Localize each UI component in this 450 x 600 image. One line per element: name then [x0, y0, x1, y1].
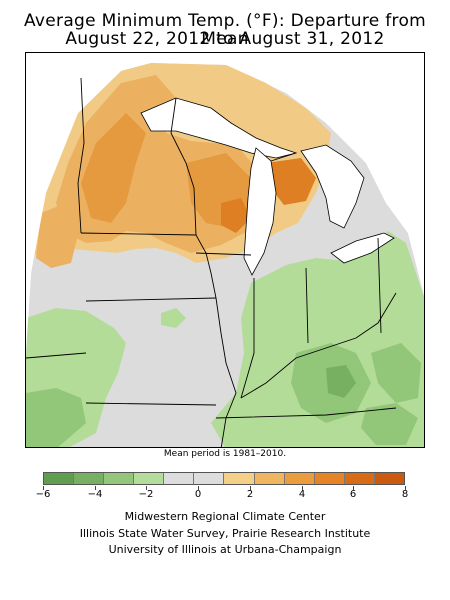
legend-swatch	[314, 473, 345, 484]
legend-tick-mark	[405, 486, 406, 490]
ky-tn-border	[215, 407, 397, 419]
cool-anomaly-west-core	[26, 388, 86, 447]
oh-pa-border	[377, 237, 382, 334]
legend-tick-mark	[302, 486, 303, 490]
legend-tick-label: −2	[138, 489, 154, 500]
warm-anomaly-core-mi	[266, 158, 316, 205]
legend-tick-label: 6	[349, 489, 357, 500]
warm-anomaly-core-mn	[81, 113, 146, 223]
legend-swatch	[194, 473, 225, 484]
legend-swatch	[164, 473, 195, 484]
lake-michigan	[243, 147, 277, 276]
mi-border	[270, 152, 297, 162]
ne-ks-border	[26, 352, 87, 359]
wi-il-border	[195, 252, 252, 256]
mississippi-river	[215, 297, 237, 447]
departure-map	[26, 53, 424, 447]
il-in-border	[240, 278, 255, 399]
legend-tick-label: −6	[35, 489, 51, 500]
mn-wi-border	[170, 97, 197, 236]
ohio-river	[240, 292, 397, 399]
lake-superior	[140, 97, 298, 159]
map-title-line1: Average Minimum Temp. (°F): Departure fr…	[23, 11, 426, 49]
legend-tick-label: −4	[87, 489, 103, 500]
legend-swatch	[374, 473, 404, 484]
legend-swatch	[44, 473, 75, 484]
cool-anomaly-east	[211, 231, 424, 447]
legend-tick-label: 8	[401, 489, 409, 500]
legend-color-bar	[43, 472, 405, 485]
cool-anomaly-mo-spot	[161, 308, 186, 328]
legend-tick-mark	[198, 486, 199, 490]
legend-tick-mark	[43, 486, 44, 490]
cool-anomaly-tn	[361, 403, 418, 445]
legend-tick-mark	[353, 486, 354, 490]
ia-mo-border	[85, 297, 217, 302]
cool-anomaly-wv	[371, 343, 421, 403]
cool-anomaly-ky-core	[326, 365, 356, 398]
lake-huron	[300, 144, 365, 229]
warm-anomaly-dakota	[36, 203, 81, 268]
legend-tick-label: 4	[298, 489, 306, 500]
credit-line-1: Midwestern Regional Climate Center	[124, 510, 326, 523]
credit-line-2: Illinois State Water Survey, Prairie Res…	[79, 527, 371, 540]
legend-swatch	[134, 473, 165, 484]
outside-domain-nw	[26, 53, 136, 353]
mn-ia-border	[80, 232, 197, 236]
legend-tick-label: 0	[194, 489, 202, 500]
legend-swatch	[104, 473, 135, 484]
map-frame	[25, 52, 425, 448]
legend-tick-mark	[95, 486, 96, 490]
legend-tick-label: 2	[246, 489, 254, 500]
legend-tick-mark	[250, 486, 251, 490]
legend-swatch	[254, 473, 285, 484]
state-boundaries	[26, 77, 397, 447]
mn-dakota-border	[77, 77, 85, 234]
in-oh-border	[305, 267, 309, 344]
ia-il-border	[195, 234, 217, 299]
legend-tick-mark	[146, 486, 147, 490]
legend-swatch	[224, 473, 255, 484]
credit-line-3: University of Illinois at Urbana-Champai…	[108, 543, 342, 556]
legend-swatch	[74, 473, 105, 484]
warm-anomaly-wi-lower	[221, 198, 251, 233]
mo-ar-border	[85, 402, 217, 406]
outside-domain-ne	[326, 53, 424, 296]
map-title-line2: August 22, 2012 to August 31, 2012	[65, 29, 385, 49]
legend-swatch	[344, 473, 375, 484]
legend-swatch	[284, 473, 315, 484]
mean-period-note: Mean period is 1981–2010.	[163, 449, 287, 459]
